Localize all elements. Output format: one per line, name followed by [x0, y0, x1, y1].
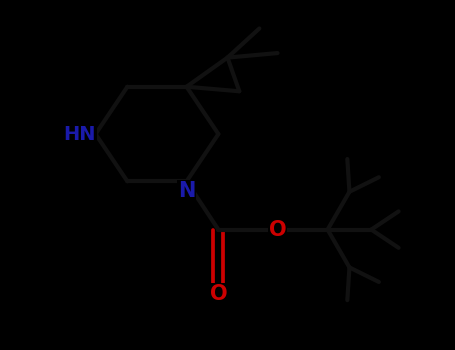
Text: O: O [269, 219, 286, 240]
Text: O: O [210, 284, 227, 304]
Text: N: N [178, 181, 195, 201]
Text: HN: HN [63, 125, 96, 144]
